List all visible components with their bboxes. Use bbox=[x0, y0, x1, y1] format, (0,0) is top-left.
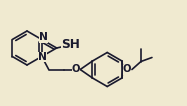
Text: N: N bbox=[39, 33, 48, 43]
Text: O: O bbox=[72, 64, 80, 75]
Text: N: N bbox=[38, 52, 47, 62]
Text: SH: SH bbox=[61, 38, 80, 52]
Text: O: O bbox=[123, 64, 131, 75]
